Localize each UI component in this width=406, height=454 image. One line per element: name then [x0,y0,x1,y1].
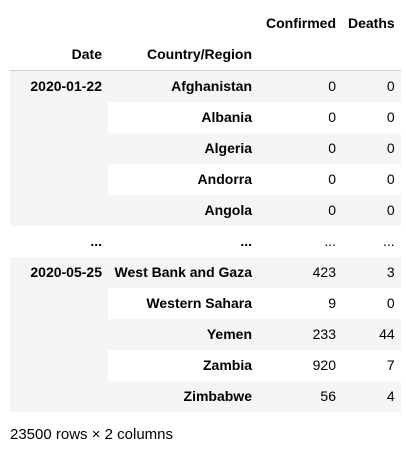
country-cell: Andorra [197,171,252,187]
deaths-cell: 7 [386,357,395,373]
deaths-cell: 0 [386,171,395,187]
confirmed-cell: 0 [328,171,336,187]
table-row: Albania 0 0 [10,102,401,133]
blank-header-cell [10,8,108,39]
confirmed-cell: 0 [258,133,342,164]
column-header-confirmed: Confirmed [266,15,336,31]
ellipsis-confirmed: ... [324,233,336,249]
country-cell: Western Sahara [146,295,252,311]
ellipsis-row: ... ... ... ... [10,226,401,257]
dataframe-shape-footer: 23500 rows × 2 columns [10,426,174,443]
ellipsis-deaths: ... [383,233,395,249]
country-cell: Algeria [108,133,258,164]
index-name-date: Date [10,39,108,71]
confirmed-cell: 423 [258,257,342,288]
country-cell: Albania [201,109,252,125]
confirmed-cell: 9 [328,295,336,311]
ellipsis-date: ... [90,233,102,249]
country-cell: Yemen [108,319,258,350]
table-row: Yemen 233 44 [10,319,401,350]
country-cell: Afghanistan [108,70,258,102]
confirmed-cell: 0 [258,195,342,226]
table-row: Algeria 0 0 [10,133,401,164]
table-row: Andorra 0 0 [10,164,401,195]
deaths-cell: 3 [342,257,401,288]
deaths-cell: 0 [386,295,395,311]
blank-header-cell [342,39,401,71]
country-cell: Angola [108,195,258,226]
deaths-cell: 4 [342,381,401,412]
blank-header-cell [258,39,342,71]
index-name-row: Date Country/Region [10,39,401,71]
table-row: 2020-01-22 Afghanistan 0 0 [10,70,401,226]
country-cell: Zimbabwe [108,381,258,412]
confirmed-cell: 0 [328,109,336,125]
deaths-cell: 0 [342,133,401,164]
deaths-cell: 44 [342,319,401,350]
ellipsis-country: ... [240,233,252,249]
confirmed-cell: 0 [258,70,342,102]
deaths-cell: 0 [342,195,401,226]
index-name-country: Country/Region [108,39,258,71]
confirmed-cell: 920 [312,357,336,373]
confirmed-cell: 233 [258,319,342,350]
country-cell: Zambia [202,357,252,373]
table-row: Zimbabwe 56 4 [10,381,401,412]
column-header-deaths: Deaths [348,15,395,31]
blank-header-cell [108,8,258,39]
deaths-cell: 0 [386,109,395,125]
dataframe-output: Confirmed Deaths Date Country/Region 202… [10,8,401,412]
table-row: Western Sahara 9 0 [10,288,401,319]
confirmed-cell: 56 [258,381,342,412]
table-body: 2020-01-22 Afghanistan 0 0 Albania 0 0 A… [10,70,401,412]
deaths-cell: 0 [342,70,401,102]
table-row: Zambia 920 7 [10,350,401,381]
column-header-row: Confirmed Deaths [10,8,401,39]
date-group-label: 2020-05-25 [10,257,108,412]
table-row: 2020-05-25 West Bank and Gaza 423 3 [10,257,401,412]
country-cell: West Bank and Gaza [108,257,258,288]
table-header: Confirmed Deaths Date Country/Region [10,8,401,71]
table-row: Angola 0 0 [10,195,401,226]
dataframe-table: Confirmed Deaths Date Country/Region 202… [10,8,401,412]
date-group-label: 2020-01-22 [10,70,108,226]
